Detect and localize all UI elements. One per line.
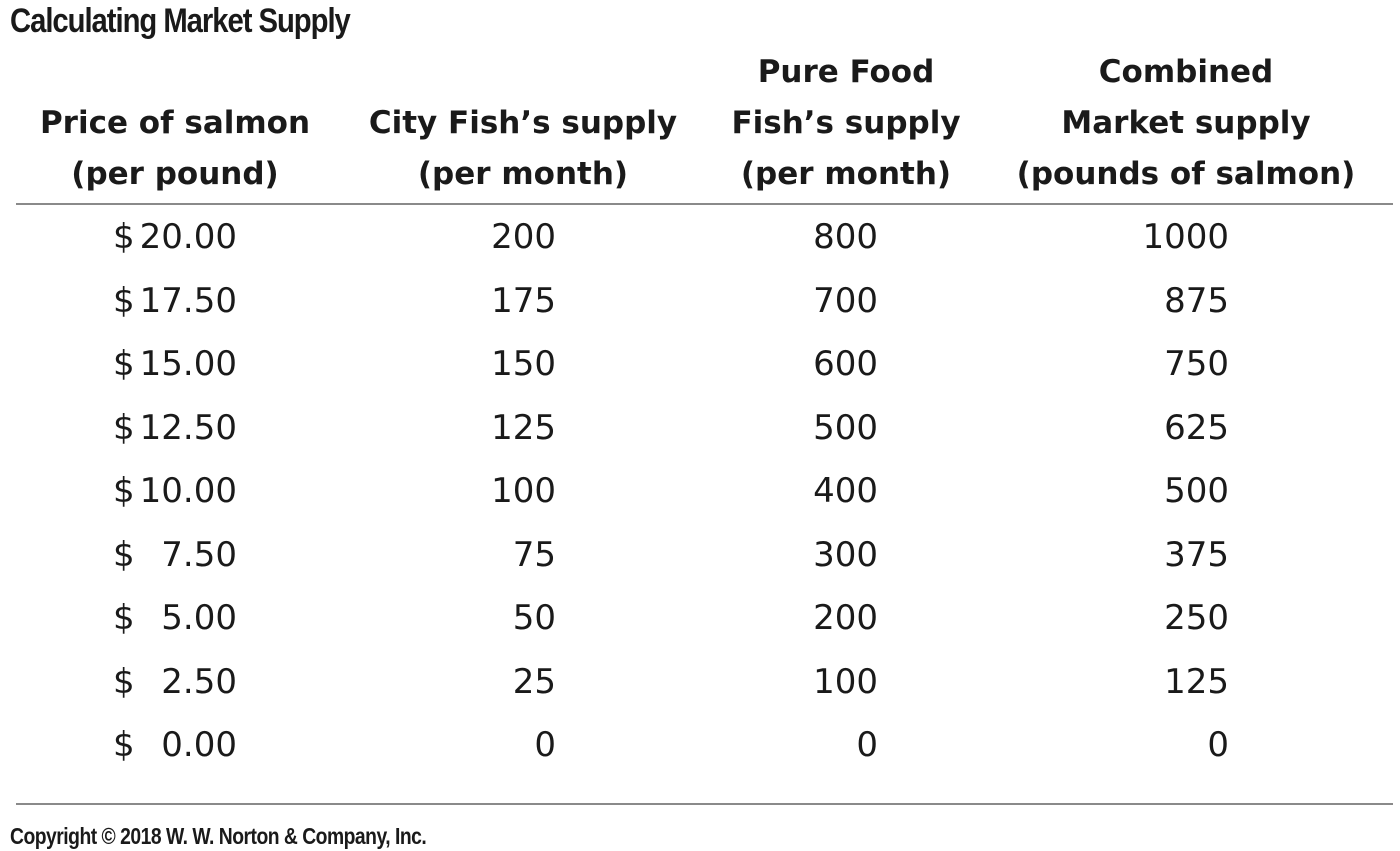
currency-symbol: $: [113, 407, 135, 448]
city-fish-supply-cell: 100: [491, 471, 556, 511]
pure-food-supply-cell: 100: [813, 661, 878, 702]
combined-supply-cell: 875: [1164, 280, 1229, 321]
price-value: 7.50: [161, 534, 237, 575]
city-fish-supply-cell: 0: [534, 725, 556, 765]
price-value: 12.50: [139, 407, 237, 448]
combined-supply-cell: 625: [1164, 407, 1229, 448]
city-fish-supply-cell: 75: [512, 534, 556, 575]
price-value: 17.50: [139, 280, 237, 321]
price-cell: $2.50: [113, 662, 237, 702]
city-fish-supply-cell: 125: [491, 407, 556, 448]
footer-divider: [16, 803, 1393, 805]
currency-symbol: $: [113, 725, 135, 765]
price-value: 20.00: [139, 217, 237, 257]
currency-symbol: $: [113, 598, 135, 638]
currency-symbol: $: [113, 661, 135, 702]
combined-supply-cell: 250: [1164, 598, 1229, 638]
pure-food-supply-cell: 400: [813, 471, 878, 511]
price-cell: $12.50: [113, 408, 237, 448]
header-line: Fish’s supply: [731, 105, 961, 141]
combined-supply-cell: 0: [1207, 725, 1229, 765]
currency-symbol: $: [113, 471, 135, 511]
combined-supply-cell: 125: [1164, 661, 1229, 702]
currency-symbol: $: [113, 280, 135, 321]
price-cell: $17.50: [113, 281, 237, 321]
header-pure-food: Pure Food Fish’s supply (per month): [731, 47, 960, 200]
pure-food-supply-cell: 0: [856, 725, 878, 765]
price-value: 10.00: [139, 471, 237, 511]
currency-symbol: $: [113, 534, 135, 575]
price-cell: $20.00: [113, 217, 237, 257]
price-cell: $10.00: [113, 471, 237, 511]
price-cell: $15.00: [113, 344, 237, 384]
header-line: (per month): [417, 156, 629, 192]
copyright-notice: Copyright © 2018 W. W. Norton & Company,…: [10, 823, 427, 849]
price-value: 2.50: [161, 661, 237, 702]
price-cell: $0.00: [113, 725, 237, 765]
pure-food-supply-cell: 500: [813, 407, 878, 448]
header-price: Price of salmon (per pound): [40, 98, 310, 200]
header-line: (per month): [740, 156, 952, 192]
city-fish-supply-cell: 25: [512, 661, 556, 702]
pure-food-supply-cell: 300: [813, 534, 878, 575]
combined-supply-cell: 500: [1164, 471, 1229, 511]
header-divider: [16, 203, 1393, 205]
header-line: Price of salmon: [39, 105, 311, 141]
combined-supply-cell: 1000: [1142, 217, 1229, 257]
header-line: Pure Food: [757, 54, 935, 90]
city-fish-supply-cell: 200: [491, 217, 556, 257]
city-fish-supply-cell: 175: [491, 280, 556, 321]
currency-symbol: $: [113, 217, 135, 257]
header-combined: Combined Market supply (pounds of salmon): [1017, 47, 1356, 200]
header-line: (per pound): [71, 156, 279, 192]
pure-food-supply-cell: 600: [813, 344, 878, 384]
pure-food-supply-cell: 800: [813, 217, 878, 257]
price-value: 15.00: [139, 344, 237, 384]
pure-food-supply-cell: 200: [813, 598, 878, 638]
price-value: 0.00: [161, 725, 237, 765]
header-line: City Fish’s supply: [368, 105, 678, 141]
pure-food-supply-cell: 700: [813, 280, 878, 321]
header-line: Combined: [1098, 54, 1274, 90]
combined-supply-cell: 750: [1164, 344, 1229, 384]
header-line: Market supply: [1061, 105, 1311, 141]
currency-symbol: $: [113, 344, 135, 384]
price-cell: $5.00: [113, 598, 237, 638]
price-cell: $7.50: [113, 535, 237, 575]
city-fish-supply-cell: 150: [491, 344, 556, 384]
table-title: Calculating Market Supply: [10, 2, 351, 40]
combined-supply-cell: 375: [1164, 534, 1229, 575]
price-value: 5.00: [161, 598, 237, 638]
header-city-fish: City Fish’s supply (per month): [369, 98, 677, 200]
city-fish-supply-cell: 50: [512, 598, 556, 638]
header-line: (pounds of salmon): [1016, 156, 1356, 192]
